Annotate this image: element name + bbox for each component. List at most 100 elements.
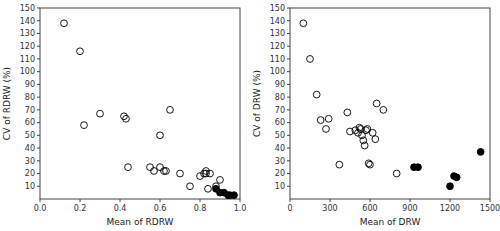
y-tick-label: 110: [270, 55, 285, 64]
x-tick: [450, 199, 451, 202]
y-tick: [37, 148, 40, 149]
open-point: [167, 106, 174, 113]
y-tick: [37, 97, 40, 98]
open-point: [125, 164, 132, 171]
y-tick-label: 60: [25, 118, 35, 127]
y-tick-label: 70: [275, 106, 285, 115]
y-tick-label: 120: [20, 42, 35, 51]
x-tick: [200, 199, 201, 202]
y-tick-label: 90: [275, 80, 285, 89]
y-tick-label: 90: [25, 80, 35, 89]
open-point: [207, 170, 214, 177]
open-point: [61, 20, 68, 27]
x-tick: [120, 199, 121, 202]
y-tick: [287, 109, 290, 110]
y-tick: [287, 97, 290, 98]
open-point: [300, 20, 307, 27]
open-point: [147, 164, 154, 171]
y-tick-label: 20: [275, 169, 285, 178]
open-point: [393, 170, 400, 177]
y-tick-label: 10: [25, 182, 35, 191]
y-tick-label: 50: [25, 131, 35, 140]
filled-point: [447, 183, 454, 190]
x-tick: [330, 199, 331, 202]
filled-point: [453, 174, 460, 181]
y-tick: [37, 109, 40, 110]
filled-point: [231, 192, 238, 199]
y-axis-label: CV of RDRW (%): [2, 67, 12, 140]
y-tick-label: 100: [270, 67, 285, 76]
y-tick: [287, 122, 290, 123]
y-tick-label: 40: [275, 144, 285, 153]
y-tick: [37, 46, 40, 47]
y-tick: [37, 20, 40, 21]
y-tick: [37, 186, 40, 187]
x-tick-label: 0.6: [154, 204, 167, 213]
x-tick-label: 900: [402, 204, 417, 213]
filled-point: [415, 164, 422, 171]
y-tick-label: 70: [25, 106, 35, 115]
marks: [61, 20, 238, 199]
x-axis-label: Mean of DRW: [360, 217, 421, 227]
y-tick: [287, 58, 290, 59]
y-tick: [37, 58, 40, 59]
y-tick-label: 80: [275, 93, 285, 102]
y-tick-label: 120: [270, 42, 285, 51]
y-tick-label: 60: [275, 118, 285, 127]
y-tick: [37, 8, 40, 9]
x-tick: [80, 199, 81, 202]
marks: [300, 20, 484, 190]
open-point: [217, 177, 224, 184]
x-tick: [290, 199, 291, 202]
figure: 0.00.20.40.60.81.01020304050607080901001…: [0, 0, 500, 231]
open-point: [205, 185, 212, 192]
x-tick: [410, 199, 411, 202]
x-tick-label: 0.0: [34, 204, 47, 213]
open-point: [77, 48, 84, 55]
open-point: [369, 129, 376, 136]
y-tick: [287, 186, 290, 187]
y-tick: [37, 122, 40, 123]
y-tick: [287, 173, 290, 174]
y-tick: [287, 160, 290, 161]
y-tick: [37, 135, 40, 136]
y-tick: [37, 71, 40, 72]
x-tick: [40, 199, 41, 202]
x-tick-label: 1500: [480, 204, 500, 213]
y-tick: [37, 160, 40, 161]
x-tick-label: 600: [362, 204, 377, 213]
x-tick-label: 0.4: [114, 204, 127, 213]
x-tick: [370, 199, 371, 202]
x-tick-label: 0: [287, 204, 292, 213]
y-tick: [287, 84, 290, 85]
y-tick: [287, 148, 290, 149]
x-tick: [240, 199, 241, 202]
y-tick: [37, 173, 40, 174]
y-tick-label: 30: [25, 157, 35, 166]
x-tick-label: 300: [322, 204, 337, 213]
x-tick-label: 1.0: [234, 204, 247, 213]
y-tick: [287, 20, 290, 21]
open-point: [157, 164, 164, 171]
x-tick-label: 0.8: [194, 204, 207, 213]
panel: 0.00.20.40.60.81.01020304050607080901001…: [2, 4, 246, 227]
open-point: [81, 122, 88, 129]
x-axis-label: Mean of RDRW: [107, 217, 174, 227]
y-tick-label: 140: [20, 17, 35, 26]
x-tick: [490, 199, 491, 202]
y-tick: [37, 33, 40, 34]
plot-frame: [40, 8, 240, 199]
open-point: [307, 56, 314, 63]
filled-point: [477, 148, 484, 155]
y-tick-label: 150: [20, 4, 35, 13]
y-tick: [287, 46, 290, 47]
x-tick-label: 0.2: [74, 204, 87, 213]
open-point: [163, 168, 170, 175]
open-point: [344, 109, 351, 116]
y-tick-label: 10: [275, 182, 285, 191]
open-point: [380, 106, 387, 113]
y-tick-label: 140: [270, 17, 285, 26]
open-point: [97, 110, 104, 117]
open-point: [151, 168, 158, 175]
y-tick-label: 130: [270, 29, 285, 38]
